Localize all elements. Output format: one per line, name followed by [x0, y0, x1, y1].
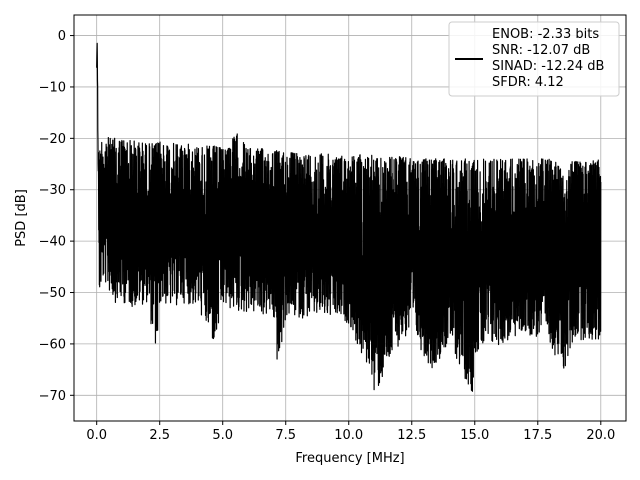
x-tick-label: 0.0: [86, 428, 107, 443]
y-tick-label: 0: [58, 29, 66, 44]
psd-series-line: [96, 42, 602, 392]
y-axis-label: PSD [dB]: [14, 189, 29, 247]
x-tick-label: 2.5: [149, 428, 170, 443]
y-tick-label: −20: [39, 132, 66, 147]
legend-sfdr: SFDR: 4.12: [492, 75, 564, 90]
x-tick-label: 17.5: [523, 428, 552, 443]
legend-sinad: SINAD: -12.24 dB: [492, 59, 604, 74]
y-tick-label: −60: [39, 337, 66, 352]
x-tick-label: 20.0: [586, 428, 615, 443]
legend-snr: SNR: -12.07 dB: [492, 43, 590, 58]
x-tick-label: 10.0: [334, 428, 363, 443]
plot-lines: [96, 42, 602, 392]
y-tick-label: −70: [39, 389, 66, 404]
y-tick-label: −40: [39, 235, 66, 250]
x-axis-ticks: 0.0 2.5 5.0 7.5 10.0 12.5 15.0 17.5 20.0: [86, 421, 615, 443]
x-tick-label: 12.5: [397, 428, 426, 443]
x-tick-label: 5.0: [212, 428, 233, 443]
legend-box: [448, 21, 620, 97]
x-tick-label: 7.5: [275, 428, 296, 443]
plot-frame: [73, 14, 627, 422]
x-axis-label: Frequency [MHz]: [295, 451, 404, 466]
y-axis-ticks: 0 −10 −20 −30 −40 −50 −60 −70: [39, 29, 74, 404]
y-tick-label: −10: [39, 80, 66, 95]
x-tick-label: 15.0: [460, 428, 489, 443]
legend-enob: ENOB: -2.33 bits: [492, 27, 599, 42]
y-tick-label: −30: [39, 183, 66, 198]
y-tick-label: −50: [39, 286, 66, 301]
legend: ENOB: -2.33 bits SNR: -12.07 dB SINAD: -…: [448, 21, 620, 97]
